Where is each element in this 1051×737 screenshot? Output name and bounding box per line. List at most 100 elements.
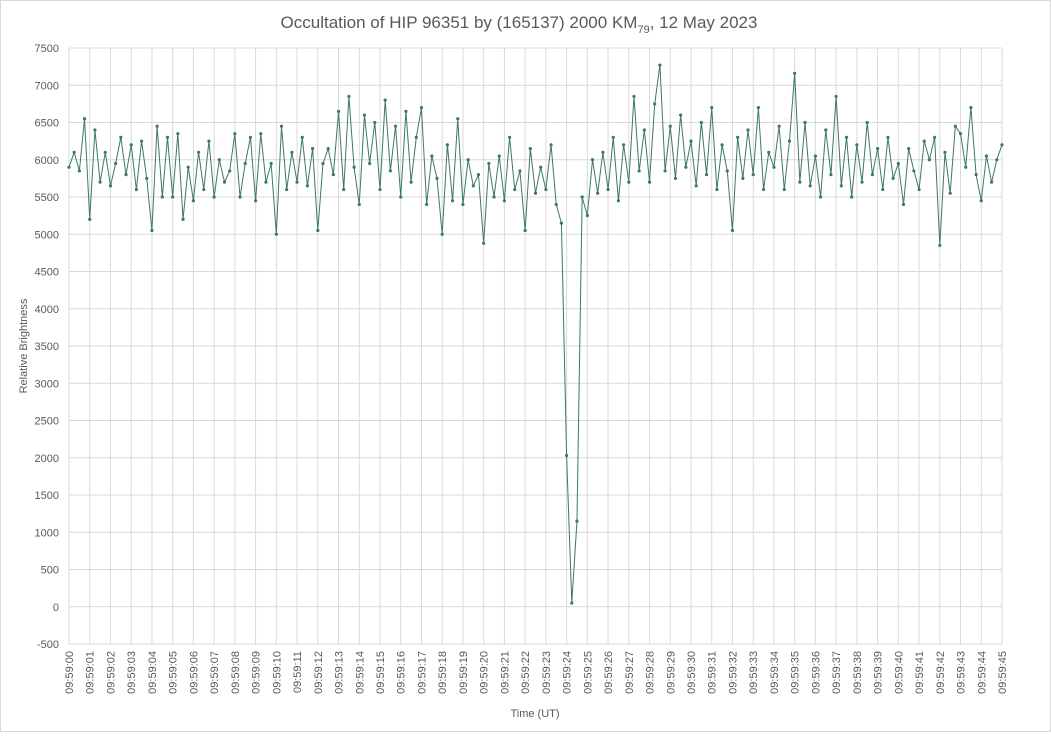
data-point	[466, 158, 470, 162]
data-point	[202, 187, 206, 192]
x-tick-label: 09:59:40	[893, 651, 905, 694]
x-tick-label: 09:59:22	[520, 651, 532, 694]
data-point	[637, 169, 641, 173]
y-tick-label: 0	[53, 602, 59, 614]
x-tick-label: 09:59:02	[105, 651, 117, 694]
data-point	[730, 228, 735, 233]
data-point	[844, 135, 849, 139]
data-point	[513, 187, 517, 192]
data-point	[990, 180, 994, 184]
x-tick-label: 09:59:30	[686, 651, 698, 694]
data-point	[238, 195, 242, 199]
data-point	[326, 146, 330, 151]
data-point	[896, 161, 900, 166]
x-tick-label: 09:59:00	[64, 651, 76, 694]
data-point	[269, 161, 273, 166]
data-point	[523, 228, 527, 233]
x-tick-label: 09:59:44	[976, 651, 988, 694]
data-point	[528, 146, 532, 151]
data-point	[88, 217, 92, 221]
title-subscript: 79	[637, 24, 649, 36]
data-point	[450, 199, 455, 203]
title-main: Occultation of HIP 96351 by (165137) 200…	[281, 13, 638, 32]
data-point	[476, 173, 481, 177]
data-point	[772, 165, 776, 169]
data-point	[907, 146, 911, 151]
x-tick-label: 09:59:34	[769, 651, 781, 694]
x-tick-label: 09:59:38	[852, 651, 864, 694]
data-point	[259, 132, 263, 136]
data-point	[409, 180, 413, 184]
data-point	[103, 150, 107, 154]
y-tick-label: 3500	[35, 341, 59, 353]
data-point	[746, 128, 750, 132]
data-point	[647, 180, 652, 184]
data-point	[176, 132, 180, 136]
data-point	[336, 109, 341, 113]
data-point	[767, 150, 771, 154]
x-tick-label: 09:59:07	[209, 651, 221, 694]
data-point	[160, 195, 164, 199]
x-tick-label: 09:59:37	[831, 651, 843, 694]
data-point	[627, 180, 631, 184]
data-point	[295, 180, 299, 184]
x-tick-label: 09:59:42	[935, 651, 947, 694]
data-point	[596, 191, 600, 195]
y-tick-label: 2500	[35, 416, 59, 428]
x-tick-label: 09:59:31	[707, 651, 719, 694]
data-point	[233, 132, 237, 136]
data-point	[181, 217, 185, 221]
data-point	[622, 143, 626, 147]
data-point	[580, 195, 584, 199]
x-tick-label: 09:59:10	[271, 651, 283, 694]
data-point	[425, 202, 429, 207]
data-point	[139, 139, 144, 143]
y-tick-label: 1000	[35, 527, 59, 539]
data-point	[93, 128, 97, 132]
x-tick-label: 09:59:04	[147, 651, 159, 694]
data-point	[953, 124, 957, 128]
data-point	[305, 184, 310, 188]
x-tick-label: 09:59:21	[499, 651, 511, 694]
data-point	[808, 184, 812, 188]
data-point	[419, 106, 424, 110]
x-tick-label: 09:59:29	[665, 651, 677, 694]
data-point	[114, 161, 118, 166]
data-point	[984, 154, 989, 158]
data-point	[362, 113, 367, 117]
data-point	[943, 150, 947, 154]
data-point	[67, 165, 71, 169]
y-axis-label: Relative Brightness	[18, 298, 30, 393]
data-point	[813, 154, 818, 158]
data-point	[145, 176, 149, 180]
data-point	[948, 191, 952, 195]
data-point	[279, 124, 284, 128]
data-point	[347, 94, 351, 99]
data-point	[165, 135, 170, 139]
data-point	[632, 94, 636, 99]
data-point	[912, 169, 916, 173]
data-point	[321, 161, 325, 166]
data-point	[461, 202, 465, 207]
data-point	[368, 161, 372, 166]
data-point	[248, 135, 253, 139]
data-point	[134, 187, 138, 192]
data-point	[212, 195, 216, 199]
x-tick-label: 09:59:08	[230, 651, 242, 694]
data-point	[995, 158, 999, 162]
data-point	[798, 180, 802, 184]
data-point	[378, 187, 382, 192]
data-point	[119, 135, 123, 139]
x-tick-label: 09:59:36	[810, 651, 822, 694]
data-point	[694, 184, 698, 188]
data-point	[300, 135, 304, 139]
data-point	[342, 187, 346, 192]
x-tick-label: 09:59:25	[582, 651, 594, 694]
x-tick-label: 09:59:05	[168, 651, 180, 694]
data-point	[699, 120, 703, 125]
data-point	[492, 195, 496, 199]
y-tick-label: 7000	[35, 80, 59, 92]
data-point	[570, 601, 574, 605]
data-point	[497, 154, 501, 158]
data-point	[741, 176, 745, 180]
